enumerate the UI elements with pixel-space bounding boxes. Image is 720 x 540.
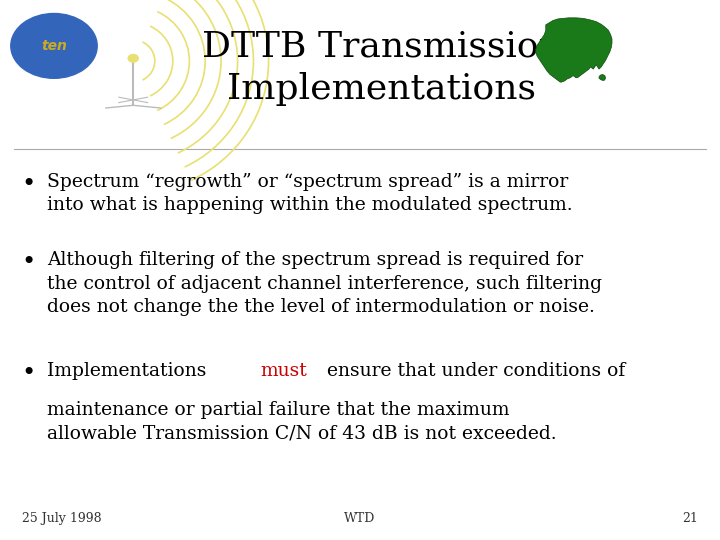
- Text: Although filtering of the spectrum spread is required for
the control of adjacen: Although filtering of the spectrum sprea…: [47, 251, 602, 316]
- Text: must: must: [260, 362, 307, 380]
- Polygon shape: [599, 75, 606, 80]
- Text: WTD: WTD: [344, 512, 376, 525]
- Polygon shape: [536, 18, 612, 82]
- Text: Implementations: Implementations: [47, 362, 212, 380]
- Text: •: •: [22, 251, 36, 274]
- Text: maintenance or partial failure that the maximum
allowable Transmission C/N of 43: maintenance or partial failure that the …: [47, 401, 557, 442]
- Circle shape: [128, 55, 138, 62]
- Text: Spectrum “regrowth” or “spectrum spread” is a mirror
into what is happening with: Spectrum “regrowth” or “spectrum spread”…: [47, 173, 572, 214]
- Text: 21: 21: [683, 512, 698, 525]
- Text: •: •: [22, 173, 36, 196]
- Text: DTTB Transmission
Implementations: DTTB Transmission Implementations: [202, 30, 562, 105]
- Text: 25 July 1998: 25 July 1998: [22, 512, 102, 525]
- Text: •: •: [22, 362, 36, 385]
- Text: ten: ten: [41, 39, 67, 53]
- Text: ensure that under conditions of: ensure that under conditions of: [320, 362, 625, 380]
- Circle shape: [11, 14, 97, 78]
